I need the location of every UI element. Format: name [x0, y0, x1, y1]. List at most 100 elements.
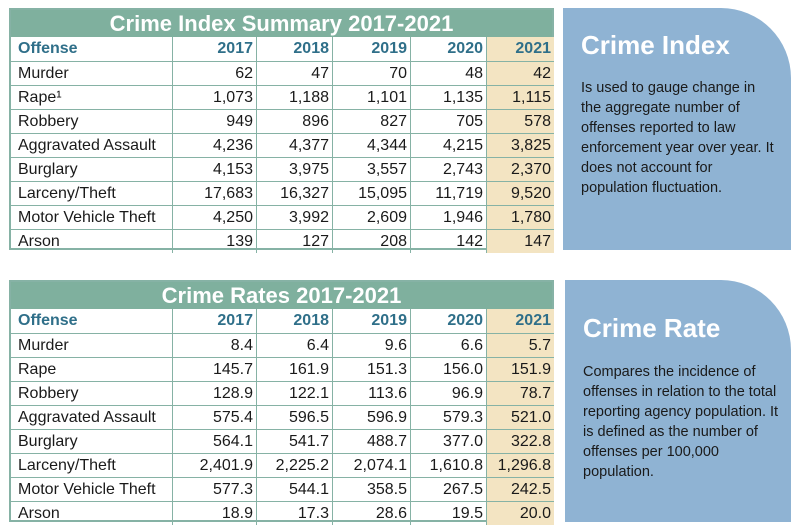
value-cell: 1,296.8 — [486, 454, 554, 477]
value-cell: 42 — [486, 62, 554, 85]
crime-index-panel-title: Crime Index — [581, 30, 730, 60]
value-cell: 1,135 — [442, 89, 483, 106]
value-cell: 4,215 — [442, 137, 483, 154]
column-divider — [486, 309, 487, 525]
value-cell: 564.1 — [212, 433, 253, 450]
value-cell: 128.9 — [212, 385, 253, 402]
table-row: Aggravated Assault 4,236 4,377 4,344 4,215 3,… — [11, 133, 554, 157]
value-cell: 145.7 — [212, 361, 253, 378]
value-cell: 11,719 — [435, 185, 483, 202]
value-cell: 1,946 — [442, 209, 483, 226]
value-cell: 1,115 — [486, 86, 554, 109]
value-cell: 5.7 — [486, 334, 554, 357]
column-header: 2018 — [293, 40, 329, 57]
table-header-row: Offense 2017 2018 2019 2020 2021 — [11, 309, 554, 333]
value-cell: 3,975 — [288, 161, 329, 178]
value-cell: 3,825 — [486, 134, 554, 157]
value-cell: 4,250 — [212, 209, 253, 226]
value-cell: 3,992 — [288, 209, 329, 226]
value-cell: 8.4 — [230, 337, 253, 354]
table-row: Aggravated Assault 575.4 596.5 596.9 579.3 52… — [11, 405, 554, 429]
table-row: Robbery 128.9 122.1 113.6 96.9 78.7 — [11, 381, 554, 405]
column-divider — [256, 309, 257, 525]
value-cell: 78.7 — [486, 382, 554, 405]
value-cell: 827 — [380, 113, 407, 130]
value-cell: 1,188 — [288, 89, 329, 106]
column-header: 2017 — [217, 312, 253, 329]
offense-cell: Larceny/Theft — [18, 185, 116, 202]
column-divider — [410, 309, 411, 525]
offense-cell: Robbery — [18, 113, 79, 130]
value-cell: 96.9 — [451, 385, 483, 402]
value-cell: 2,225.2 — [275, 457, 329, 474]
value-cell: 18.9 — [221, 505, 253, 522]
value-cell: 17.3 — [297, 505, 329, 522]
column-header: 2017 — [217, 40, 253, 57]
crime-index-panel-text: Is used to gauge change in the aggregate… — [581, 80, 774, 196]
column-header: 2018 — [293, 312, 329, 329]
value-cell: 377.0 — [442, 433, 483, 450]
crime-rates-table-title: Crime Rates 2017-2021 — [11, 282, 552, 309]
value-cell: 2,609 — [366, 209, 407, 226]
column-header: Offense — [18, 312, 78, 329]
table-row: Robbery 949 896 827 705 578 — [11, 109, 554, 133]
value-cell: 2,401.9 — [199, 457, 253, 474]
table-header-row: Offense 2017 2018 2019 2020 2021 — [11, 37, 554, 61]
value-cell: 47 — [311, 65, 329, 82]
value-cell: 1,073 — [212, 89, 253, 106]
crime-index-panel: Crime Index Is used to gauge change in t… — [563, 8, 791, 250]
offense-cell: Aggravated Assault — [18, 409, 156, 426]
value-cell: 28.6 — [375, 505, 407, 522]
value-cell: 544.1 — [288, 481, 329, 498]
value-cell: 322.8 — [486, 430, 554, 453]
table-row: Burglary 564.1 541.7 488.7 377.0 322.8 — [11, 429, 554, 453]
table-row: Rape¹ 1,073 1,188 1,101 1,135 1,115 — [11, 85, 554, 109]
column-divider — [256, 37, 257, 253]
value-cell: 577.3 — [212, 481, 253, 498]
value-cell: 4,377 — [288, 137, 329, 154]
value-cell: 1,101 — [366, 89, 407, 106]
table-row: Murder 62 47 70 48 42 — [11, 61, 554, 85]
table-row: Rape 145.7 161.9 151.3 156.0 151.9 — [11, 357, 554, 381]
column-header: 2021 — [486, 37, 554, 61]
value-cell: 2,074.1 — [353, 457, 407, 474]
value-cell: 4,153 — [212, 161, 253, 178]
table-row: Arson 139 127 208 142 147 — [11, 229, 554, 253]
value-cell: 139 — [226, 233, 253, 250]
table-row: Murder 8.4 6.4 9.6 6.6 5.7 — [11, 333, 554, 357]
offense-cell: Murder — [18, 337, 69, 354]
crime-rate-panel-text: Compares the incidence of offenses in re… — [583, 364, 779, 480]
value-cell: 48 — [465, 65, 483, 82]
value-cell: 896 — [302, 113, 329, 130]
value-cell: 578 — [486, 110, 554, 133]
value-cell: 151.9 — [486, 358, 554, 381]
value-cell: 9,520 — [486, 182, 554, 205]
value-cell: 358.5 — [366, 481, 407, 498]
value-cell: 1,780 — [486, 206, 554, 229]
value-cell: 4,236 — [212, 137, 253, 154]
column-divider — [486, 37, 487, 253]
column-header: 2020 — [447, 40, 483, 57]
value-cell: 6.4 — [306, 337, 329, 354]
offense-cell: Rape — [18, 361, 57, 378]
value-cell: 3,557 — [366, 161, 407, 178]
value-cell: 705 — [456, 113, 483, 130]
offense-cell: Burglary — [18, 433, 78, 450]
offense-cell: Motor Vehicle Theft — [18, 481, 156, 498]
offense-cell: Murder — [18, 65, 69, 82]
value-cell: 575.4 — [212, 409, 253, 426]
column-header: 2019 — [371, 312, 407, 329]
column-divider — [172, 309, 173, 525]
column-header: 2019 — [371, 40, 407, 57]
value-cell: 4,344 — [366, 137, 407, 154]
value-cell: 62 — [235, 65, 253, 82]
value-cell: 151.3 — [366, 361, 407, 378]
value-cell: 949 — [226, 113, 253, 130]
table-row: Motor Vehicle Theft 577.3 544.1 358.5 267.5 2… — [11, 477, 554, 501]
value-cell: 1,610.8 — [429, 457, 483, 474]
crime-index-table: Crime Index Summary 2017-2021 Offense 201… — [9, 8, 554, 253]
value-cell: 208 — [380, 233, 407, 250]
crime-index-table-title: Crime Index Summary 2017-2021 — [11, 10, 552, 37]
table-row: Motor Vehicle Theft 4,250 3,992 2,609 1,946 1… — [11, 205, 554, 229]
column-divider — [172, 37, 173, 253]
